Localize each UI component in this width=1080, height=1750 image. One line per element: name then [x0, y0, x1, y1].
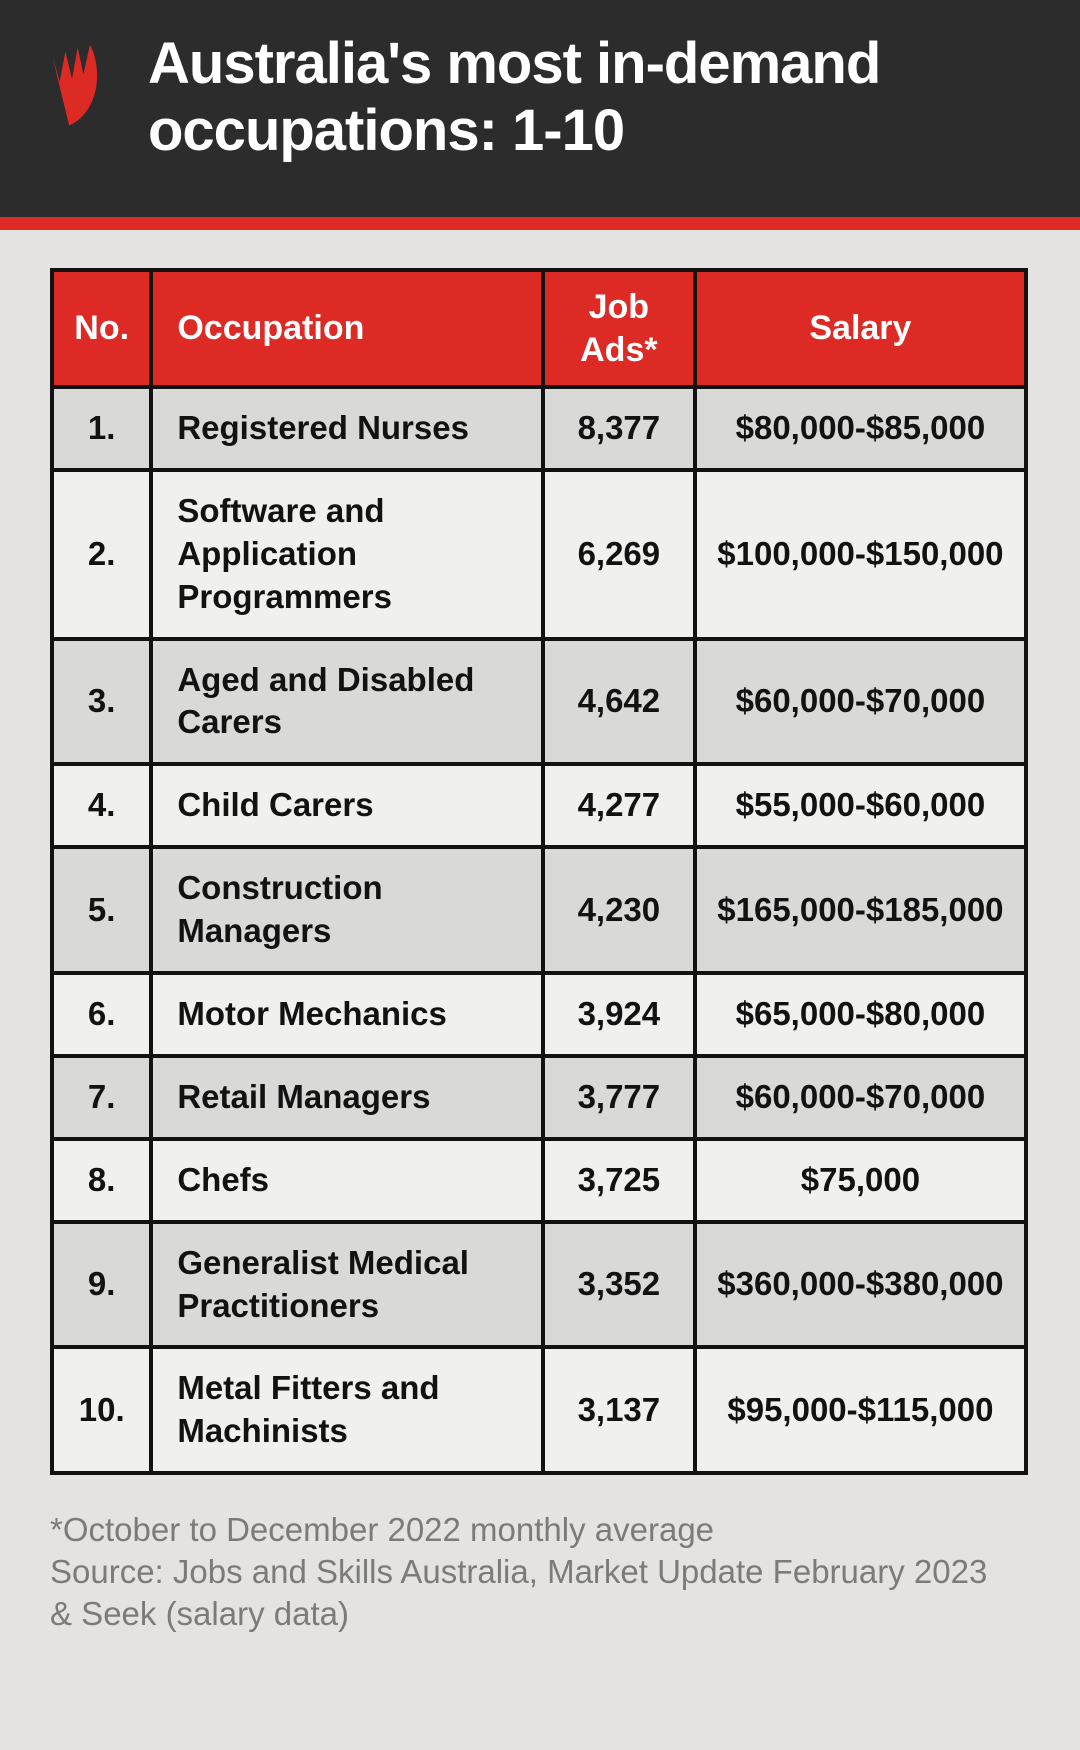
- column-header-job-ads: Job Ads*: [540, 268, 697, 389]
- accent-stripe: [0, 217, 1080, 230]
- rank-cell: 1.: [49, 385, 154, 472]
- salary-cell: $55,000-$60,000: [692, 762, 1029, 850]
- occupation-cell: Software and Application Programmers: [149, 467, 545, 641]
- job-ads-cell: 4,230: [540, 845, 697, 976]
- rank-cell: 9.: [49, 1219, 154, 1350]
- occupation-cell: Construction Managers: [149, 845, 545, 976]
- table-row: 4. Child Carers 4,277 $55,000-$60,000: [49, 762, 1029, 850]
- occupation-cell: Registered Nurses: [149, 385, 545, 472]
- rank-cell: 10.: [49, 1345, 154, 1476]
- job-ads-cell: 3,137: [540, 1345, 697, 1476]
- title-line-2: occupations: 1-10: [148, 98, 625, 164]
- content: No. Occupation Job Ads* Salary 1. Regist…: [0, 268, 1080, 1635]
- salary-cell: $165,000-$185,000: [692, 845, 1029, 976]
- rank-cell: 5.: [49, 845, 154, 976]
- salary-cell: $100,000-$150,000: [692, 467, 1029, 641]
- occupation-cell: Metal Fitters and Machinists: [149, 1345, 545, 1476]
- title-line-1: Australia's most in-demand: [148, 31, 881, 96]
- source-line-2: & Seek (salary data): [50, 1595, 349, 1633]
- salary-cell: $95,000-$115,000: [692, 1345, 1029, 1476]
- table-row: 1. Registered Nurses 8,377 $80,000-$85,0…: [49, 385, 1029, 472]
- rank-cell: 6.: [49, 971, 154, 1058]
- salary-cell: $60,000-$70,000: [692, 636, 1029, 767]
- footer: *October to December 2022 monthly averag…: [50, 1509, 1025, 1635]
- occupation-cell: Child Carers: [149, 762, 545, 850]
- table-row: 8. Chefs 3,725 $75,000: [49, 1136, 1029, 1224]
- job-ads-cell: 3,777: [540, 1053, 697, 1141]
- source-line-1: Source: Jobs and Skills Australia, Marke…: [50, 1553, 988, 1591]
- table-row: 9. Generalist Medical Practitioners 3,35…: [49, 1219, 1029, 1350]
- table-row: 3. Aged and Disabled Carers 4,642 $60,00…: [49, 636, 1029, 767]
- salary-cell: $75,000: [692, 1136, 1029, 1224]
- job-ads-cell: 8,377: [540, 385, 697, 472]
- header-row: No. Occupation Job Ads* Salary: [49, 268, 1029, 389]
- job-ads-cell: 3,352: [540, 1219, 697, 1350]
- table-body: 1. Registered Nurses 8,377 $80,000-$85,0…: [49, 385, 1029, 1476]
- table-row: 5. Construction Managers 4,230 $165,000-…: [49, 845, 1029, 976]
- rank-cell: 8.: [49, 1136, 154, 1224]
- salary-cell: $80,000-$85,000: [692, 385, 1029, 472]
- occupation-cell: Generalist Medical Practitioners: [149, 1219, 545, 1350]
- table-row: 2. Software and Application Programmers …: [49, 467, 1029, 641]
- salary-cell: $65,000-$80,000: [692, 971, 1029, 1058]
- job-ads-cell: 6,269: [540, 467, 697, 641]
- salary-cell: $360,000-$380,000: [692, 1219, 1029, 1350]
- table-row: 10. Metal Fitters and Machinists 3,137 $…: [49, 1345, 1029, 1476]
- table-row: 6. Motor Mechanics 3,924 $65,000-$80,000: [49, 971, 1029, 1058]
- column-header-occupation: Occupation: [149, 268, 545, 389]
- job-ads-cell: 4,642: [540, 636, 697, 767]
- sbs-logo-icon: [40, 42, 104, 132]
- occupation-cell: Retail Managers: [149, 1053, 545, 1141]
- column-header-no: No.: [49, 268, 154, 389]
- footnote: *October to December 2022 monthly averag…: [50, 1511, 715, 1549]
- salary-cell: $60,000-$70,000: [692, 1053, 1029, 1141]
- occupation-cell: Motor Mechanics: [149, 971, 545, 1058]
- occupation-cell: Aged and Disabled Carers: [149, 636, 545, 767]
- rank-cell: 7.: [49, 1053, 154, 1141]
- column-header-salary: Salary: [692, 268, 1029, 389]
- job-ads-cell: 3,924: [540, 971, 697, 1058]
- rank-cell: 2.: [49, 467, 154, 641]
- page-title: Australia's most in-demand occupations: …: [148, 30, 881, 165]
- occupation-cell: Chefs: [149, 1136, 545, 1224]
- table-row: 7. Retail Managers 3,777 $60,000-$70,000: [49, 1053, 1029, 1141]
- rank-cell: 4.: [49, 762, 154, 850]
- job-ads-cell: 3,725: [540, 1136, 697, 1224]
- masthead: Australia's most in-demand occupations: …: [0, 0, 1080, 217]
- rank-cell: 3.: [49, 636, 154, 767]
- occupations-table: No. Occupation Job Ads* Salary 1. Regist…: [49, 268, 1029, 1476]
- job-ads-cell: 4,277: [540, 762, 697, 850]
- table-header: No. Occupation Job Ads* Salary: [49, 268, 1029, 389]
